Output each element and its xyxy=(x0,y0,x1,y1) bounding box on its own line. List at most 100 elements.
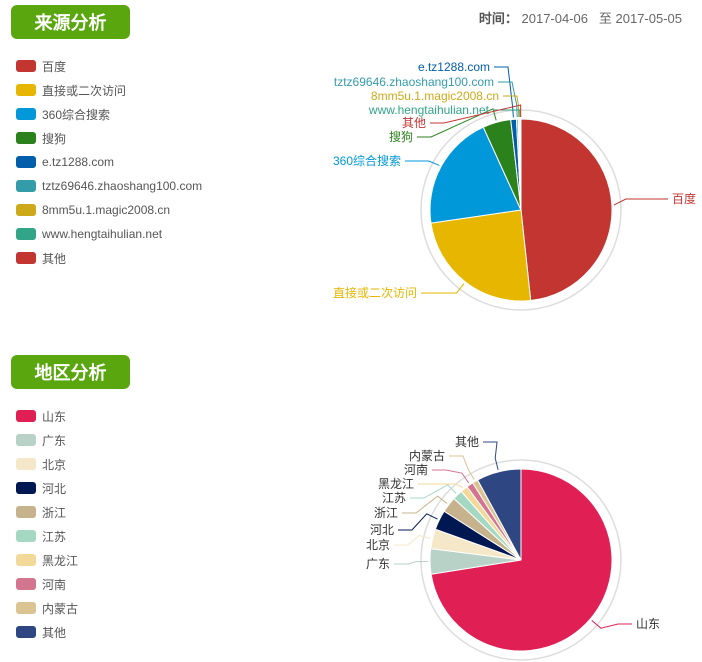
pie-slice[interactable] xyxy=(520,118,613,302)
pie-label: 内蒙古 xyxy=(409,448,445,463)
legend-item[interactable]: www.hengtaihulian.net xyxy=(16,222,202,246)
legend-swatch xyxy=(16,626,36,638)
pie-label-line xyxy=(483,441,499,470)
legend-swatch xyxy=(16,434,36,446)
legend-swatch xyxy=(16,602,36,614)
legend-swatch xyxy=(16,108,36,120)
pie-label-line xyxy=(418,483,464,488)
legend-label: www.hengtaihulian.net xyxy=(42,227,163,241)
pie-label: 其他 xyxy=(455,435,479,449)
pie-label: 河北 xyxy=(370,523,394,537)
legend-swatch xyxy=(16,530,36,542)
legend-swatch xyxy=(16,252,36,264)
pie-label: 8mm5u.1.magic2008.cn xyxy=(371,89,499,103)
region-analysis-header: 地区分析 xyxy=(11,355,130,389)
legend-label: 360综合搜索 xyxy=(42,107,111,122)
legend-item[interactable]: 搜狗 xyxy=(16,126,202,150)
legend-label: tztz69646.zhaoshang100.com xyxy=(42,179,203,193)
legend-item[interactable]: 河北 xyxy=(16,476,78,500)
pie-label: www.hengtaihulian.net xyxy=(368,103,490,117)
pie-label: 百度 xyxy=(672,191,696,206)
legend-swatch xyxy=(16,156,36,168)
pie-label: 北京 xyxy=(366,538,390,552)
pie-label: 浙江 xyxy=(374,506,398,520)
legend-item[interactable]: 其他 xyxy=(16,246,202,270)
pie-label: e.tz1288.com xyxy=(418,60,490,74)
pie-label: 江苏 xyxy=(382,491,406,505)
legend-label: 广东 xyxy=(42,433,67,448)
source-legend: 百度直接或二次访问 360综合搜索 搜狗 e.tz1288.com tztz69646.… xyxy=(16,54,202,270)
legend-item[interactable]: e.tz1288.com xyxy=(16,150,202,174)
legend-label: 河南 xyxy=(42,577,67,592)
legend-swatch xyxy=(16,578,36,590)
pie-label: 山东 xyxy=(636,617,660,631)
legend-swatch xyxy=(16,132,36,144)
legend-label: 百度 xyxy=(42,59,67,74)
date-label: 时间： xyxy=(478,11,518,26)
pie-label-line xyxy=(494,66,514,118)
pie-label-line xyxy=(591,620,632,629)
legend-swatch xyxy=(16,482,36,494)
legend-item[interactable]: 山东 xyxy=(16,404,78,428)
legend-item[interactable]: 360综合搜索 xyxy=(16,102,202,126)
legend-label: 8mm5u.1.magic2008.cn xyxy=(42,203,171,217)
legend-item[interactable]: 广东 xyxy=(16,428,78,452)
legend-label: 其他 xyxy=(42,251,67,266)
pie-label: 直接或二次访问 xyxy=(333,285,417,300)
date-end: 2017-05-05 xyxy=(615,11,683,26)
legend-swatch xyxy=(16,84,36,96)
pie-label: 360综合搜索 xyxy=(333,153,401,168)
legend-label: 内蒙古 xyxy=(42,601,79,616)
legend-swatch xyxy=(16,506,36,518)
legend-swatch xyxy=(16,180,36,192)
legend-item[interactable]: 北京 xyxy=(16,452,78,476)
pie-outer-ring xyxy=(420,459,622,661)
pie-label-line xyxy=(421,283,465,294)
region-legend: 山东广东北京河北浙江江苏黑龙江河南内蒙古其他 xyxy=(16,404,78,644)
legend-swatch xyxy=(16,410,36,422)
pie-label-line xyxy=(398,513,438,531)
legend-swatch xyxy=(16,554,36,566)
legend-item[interactable]: 浙江 xyxy=(16,500,78,524)
pie-slice[interactable] xyxy=(430,209,532,302)
legend-label: 黑龙江 xyxy=(42,553,79,568)
pie-label-line xyxy=(394,560,429,565)
legend-item[interactable]: 河南 xyxy=(16,572,78,596)
legend-label: 河北 xyxy=(42,481,67,496)
legend-item[interactable]: tztz69646.zhaoshang100.com xyxy=(16,174,202,198)
legend-swatch xyxy=(16,458,36,470)
date-sep: 至 xyxy=(598,11,612,26)
legend-swatch xyxy=(16,204,36,216)
legend-label: 江苏 xyxy=(42,529,67,544)
pie-label: 广东 xyxy=(366,557,390,571)
pie-label-line xyxy=(405,160,440,166)
legend-item[interactable]: 百度 xyxy=(16,54,202,78)
pie-label-line xyxy=(410,484,457,499)
pie-slice[interactable] xyxy=(430,468,613,652)
legend-item[interactable]: 8mm5u.1.magic2008.cn xyxy=(16,198,202,222)
legend-item[interactable]: 其他 xyxy=(16,620,78,644)
pie-label: 其他 xyxy=(402,116,426,130)
pie-label-line xyxy=(430,104,522,124)
legend-label: 山东 xyxy=(42,409,67,424)
pie-label-line xyxy=(613,198,668,206)
legend-item[interactable]: 直接或二次访问 xyxy=(16,78,202,102)
legend-label: 搜狗 xyxy=(42,131,67,146)
legend-label: 浙江 xyxy=(42,505,67,520)
legend-item[interactable]: 江苏 xyxy=(16,524,78,548)
pie-label-line xyxy=(449,455,475,480)
pie-label-line xyxy=(417,108,497,138)
pie-slice[interactable] xyxy=(519,118,522,211)
legend-item[interactable]: 内蒙古 xyxy=(16,596,78,620)
source-analysis-header: 来源分析 xyxy=(11,5,130,39)
pie-slice[interactable] xyxy=(429,126,522,224)
pie-label-line xyxy=(503,95,520,118)
legend-item[interactable]: 黑龙江 xyxy=(16,548,78,572)
legend-label: 其他 xyxy=(42,625,67,640)
pie-label: 搜狗 xyxy=(389,129,413,144)
legend-swatch xyxy=(16,60,36,72)
pie-label: tztz69646.zhaoshang100.com xyxy=(334,75,494,89)
pie-label-line xyxy=(394,534,431,546)
pie-slice[interactable] xyxy=(476,468,522,561)
